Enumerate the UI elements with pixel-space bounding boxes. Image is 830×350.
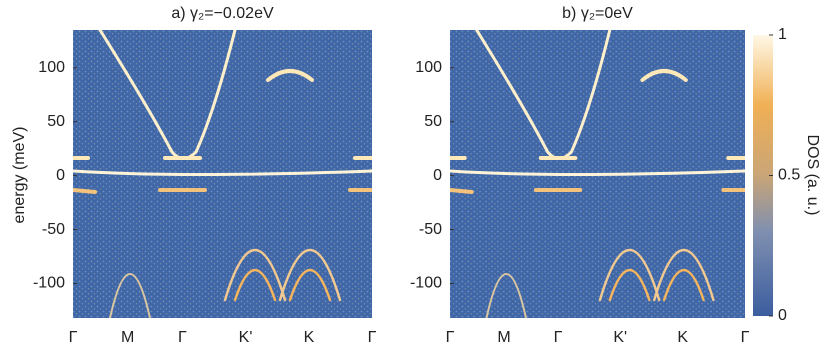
density-image (450, 30, 746, 318)
y-tick-label: 50 (424, 113, 442, 130)
x-tick-label: Γ (69, 329, 78, 346)
colorbar (753, 35, 773, 316)
density-image (73, 30, 372, 318)
y-tick-label: 100 (415, 59, 442, 76)
colorbar-tick-label: 1 (778, 26, 787, 43)
y-axis-label: energy (meV) (11, 127, 28, 224)
x-tick-label: Γ (741, 329, 750, 346)
x-tick-label: Γ (178, 329, 187, 346)
x-tick-label: Γ (368, 329, 377, 346)
y-tick-label: -50 (42, 221, 65, 238)
colorbar-tick-label: 0 (778, 307, 787, 324)
x-tick-label: M (497, 329, 510, 346)
y-tick-label: 50 (47, 113, 65, 130)
x-tick-label: K (304, 329, 315, 346)
colorbar-tick-label: 0.5 (778, 167, 800, 184)
heatmap (73, 30, 372, 318)
x-tick-label: Γ (554, 329, 563, 346)
panel-title: b) γ₂=0eV (562, 5, 633, 22)
x-tick-label: K' (239, 329, 253, 346)
colorbar-label: DOS (a. u.) (804, 135, 821, 216)
panel-title: a) γ₂=−0.02eV (171, 5, 274, 22)
x-tick-label: K (677, 329, 688, 346)
x-tick-label: K' (613, 329, 627, 346)
heatmap (450, 30, 746, 318)
y-tick-label: 0 (433, 167, 442, 184)
x-tick-label: Γ (446, 329, 455, 346)
y-tick-label: -100 (410, 275, 442, 292)
x-tick-label: M (121, 329, 134, 346)
y-tick-label: -100 (33, 275, 65, 292)
y-tick-label: -50 (419, 221, 442, 238)
y-tick-label: 100 (38, 59, 65, 76)
y-tick-label: 0 (56, 167, 65, 184)
